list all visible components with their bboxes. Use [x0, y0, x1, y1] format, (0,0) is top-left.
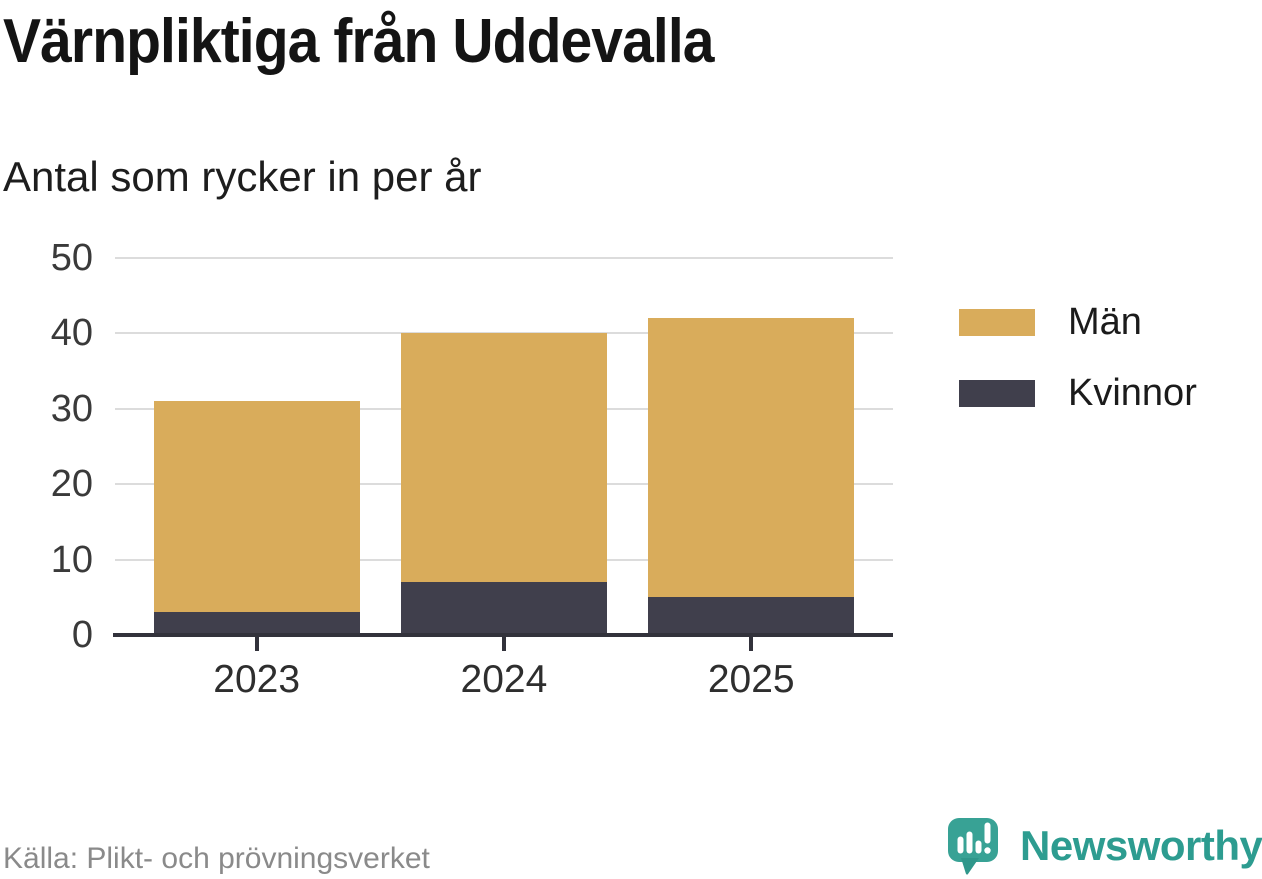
y-tick-label-20: 20 [50, 463, 93, 506]
x-tick-2023 [254, 637, 259, 651]
y-tick-label-50: 50 [50, 237, 93, 279]
legend-swatch-kvinnor [959, 380, 1035, 407]
bar-segment-kvinnor-2024 [400, 582, 607, 635]
legend-label-kvinnor: Kvinnor [1068, 372, 1197, 414]
legend: Män Kvinnor [959, 301, 1197, 415]
newsworthy-logo[interactable]: Newsworthy [948, 818, 1262, 875]
legend-item-män: Män [959, 301, 1197, 344]
x-tick-label-2024: 2024 [460, 658, 548, 701]
legend-swatch-män [959, 309, 1035, 336]
legend-item-kvinnor: Kvinnor [959, 372, 1197, 415]
chart-subtitle: Antal som rycker in per år [3, 153, 482, 200]
x-tick-label-2025: 2025 [707, 658, 795, 701]
newsworthy-bubble-chart-icon [948, 818, 998, 875]
x-tick-2025 [749, 637, 754, 651]
x-tick-label-2023: 2023 [213, 658, 301, 701]
gridline-50 [115, 257, 893, 259]
y-tick-label-40: 40 [50, 312, 93, 355]
chart-title: Värnpliktiga från Uddevalla [3, 7, 714, 76]
y-tick-label-30: 30 [50, 387, 93, 430]
y-tick-label-10: 10 [50, 538, 93, 581]
bar-segment-kvinnor-2023 [153, 612, 360, 635]
bar-segment-män-2025 [648, 318, 855, 598]
legend-label-män: Män [1068, 301, 1142, 343]
x-axis-line [113, 633, 893, 637]
bar-segment-män-2024 [400, 333, 607, 583]
x-tick-2024 [501, 637, 506, 651]
bar-segment-män-2023 [153, 401, 360, 613]
source-note: Källa: Plikt- och prövningsverket [3, 842, 430, 875]
bar-segment-kvinnor-2025 [648, 597, 855, 635]
newsworthy-wordmark: Newsworthy [1020, 822, 1262, 869]
y-tick-label-0: 0 [71, 614, 93, 656]
